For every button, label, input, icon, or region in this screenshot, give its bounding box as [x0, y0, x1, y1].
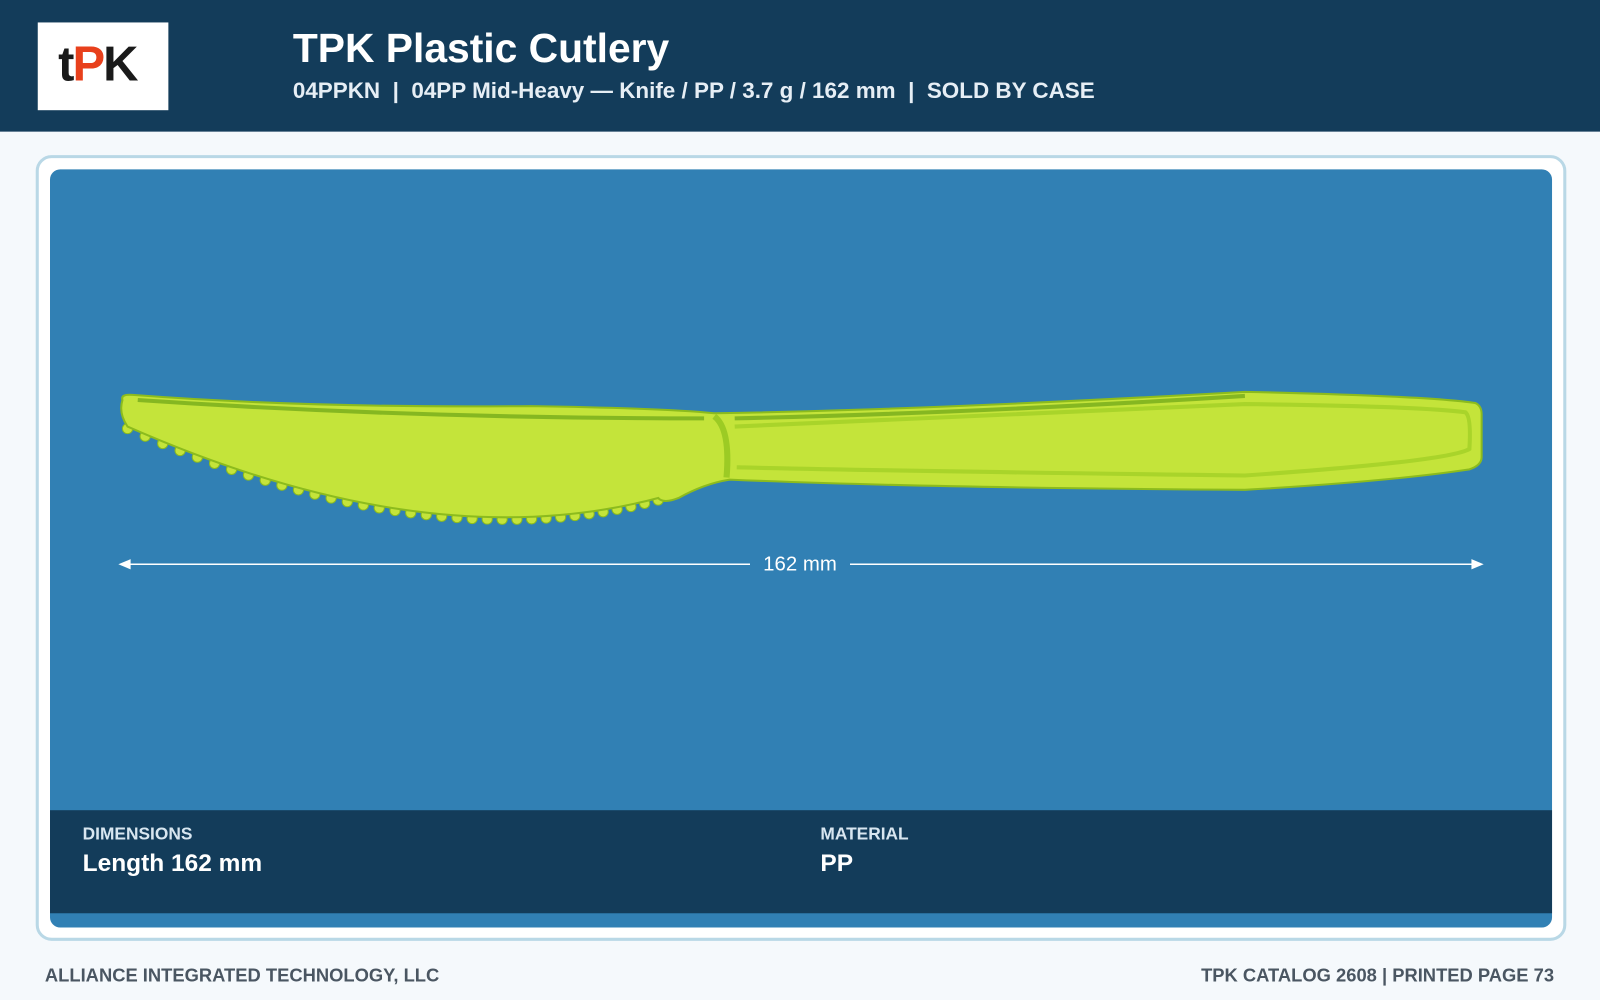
dimension-arrow-right: [1471, 559, 1484, 570]
dimension-label: 162 mm: [763, 554, 837, 576]
logo-text: tPK: [58, 37, 138, 91]
knife-image: [120, 390, 1483, 525]
knife-body: [120, 390, 1483, 519]
spec-bar: [50, 810, 1553, 914]
product-image-panel: [50, 169, 1553, 928]
footer-page: TPK CATALOG 2608 | PRINTED PAGE 73: [1201, 964, 1554, 985]
dimension-arrow-left: [118, 559, 131, 570]
spec-label: DIMENSIONS: [83, 823, 193, 843]
knife-handle-shade: [734, 393, 1246, 421]
knife-bolster: [712, 413, 731, 478]
logo-p: P: [72, 37, 103, 91]
header-bar: [0, 0, 1600, 132]
header-subtitle: 04PPKN | 04PP Mid-Heavy — Knife / PP / 3…: [293, 78, 1095, 103]
knife-handle-groove: [734, 402, 1472, 478]
knife-edge-shade: [137, 397, 705, 421]
logo-k: K: [103, 37, 138, 91]
logo-box: [37, 22, 169, 111]
footer-company: ALLIANCE INTEGRATED TECHNOLOGY, LLC: [45, 964, 439, 985]
logo-t: t: [58, 37, 74, 91]
spec-value: Length 162 mm: [83, 850, 262, 877]
spec-label: MATERIAL: [820, 823, 909, 843]
spec-value: PP: [820, 850, 853, 877]
header-title: TPK Plastic Cutlery: [293, 25, 670, 71]
